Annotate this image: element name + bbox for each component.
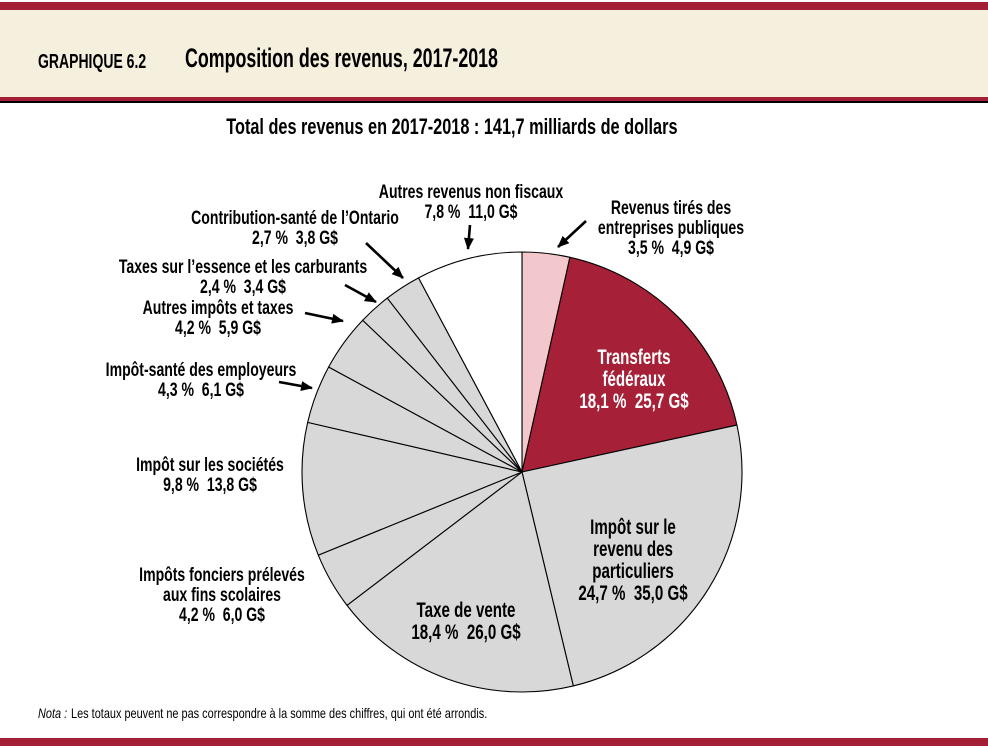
leader-arrow-impot-sante [278,380,313,391]
figure-header: GRAPHIQUE 6.2 Composition des revenus, 2… [0,10,988,97]
leader-arrow-contribution-sante [365,242,404,279]
leader-arrow-autres-impots [304,311,344,324]
footnote-text: Les totaux peuvent ne pas correspondre à… [71,705,488,721]
pie-slices [301,251,743,693]
chart-subtitle-text: Total des revenus en 2017-2018 : 141,7 m… [226,114,678,139]
bottom-accent-bar [0,738,988,746]
pie-slice-impot-societes [301,421,523,556]
header-rule-red [0,97,988,101]
leader-arrow-taxes-essence [344,283,377,304]
chart-subtitle: Total des revenus en 2017-2018 : 141,7 m… [0,114,904,140]
figure-title: Composition des revenus, 2017-2018 [185,43,498,73]
leader-arrow-entreprises [557,220,587,248]
footnote-prefix: Nota : [38,705,68,721]
pie-slice-autres-revenus [417,251,523,473]
footnote-line: Nota : Les totaux peuvent ne pas correspo… [38,705,487,721]
top-accent-bar [0,2,988,10]
pie-slice-taxe-vente [346,471,574,693]
leader-arrow-autres-revenus [463,224,474,250]
header-rule-black [0,101,988,103]
pie-slice-transferts [521,256,738,473]
figure-number: GRAPHIQUE 6.2 [38,51,147,73]
leader-arrows [278,220,587,391]
pie-slice-impot-revenu [521,424,743,687]
footnote: Nota : Les totaux peuvent ne pas correspo… [38,705,614,721]
